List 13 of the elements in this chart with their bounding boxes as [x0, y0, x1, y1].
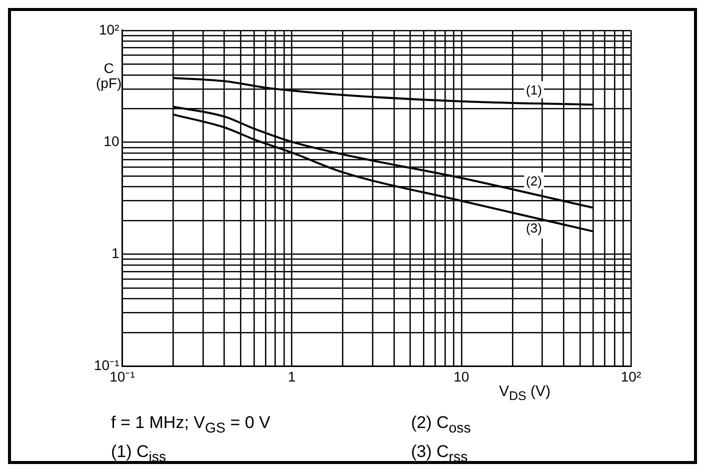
x-axis-title: V$_{DS}$ (V)	[499, 383, 551, 403]
series-label: (2)	[526, 173, 542, 188]
x-tick-label: 10	[454, 368, 470, 384]
text: (2) C$_{oss}$	[411, 413, 472, 436]
y-tick-label: 10²	[99, 21, 120, 38]
y-tick-label: 1	[111, 245, 120, 262]
x-tick-label: 1	[288, 368, 296, 384]
text: f = 1 MHz; V$_{GS}$ = 0 V	[111, 413, 272, 436]
series-label: (1)	[526, 82, 542, 98]
y-axis-title: C (pF)	[96, 60, 122, 91]
x-tick-label: 10²	[620, 368, 642, 384]
series-label: (3)	[526, 220, 542, 236]
y-tick-label: 10	[104, 133, 120, 150]
